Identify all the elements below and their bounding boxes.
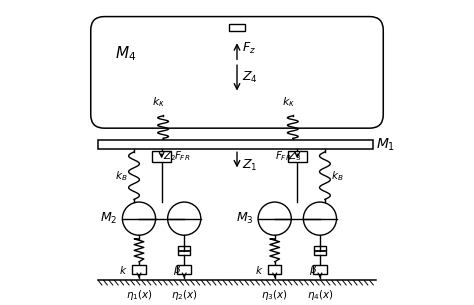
Text: $Z_1$: $Z_1$ bbox=[242, 158, 257, 174]
Text: $\eta_4(x)$: $\eta_4(x)$ bbox=[307, 288, 333, 302]
Text: $k$: $k$ bbox=[119, 264, 128, 276]
Text: $M_2$: $M_2$ bbox=[100, 211, 118, 226]
Text: $F_z$: $F_z$ bbox=[242, 41, 255, 56]
Bar bbox=[268, 265, 282, 274]
Text: $M_3$: $M_3$ bbox=[236, 211, 254, 226]
Text: $Z_2$: $Z_2$ bbox=[163, 150, 176, 163]
Bar bbox=[314, 246, 326, 255]
Bar bbox=[288, 151, 307, 162]
Text: $\beta$: $\beta$ bbox=[309, 263, 317, 277]
FancyBboxPatch shape bbox=[91, 16, 383, 128]
Text: $k_\kappa$: $k_\kappa$ bbox=[282, 95, 295, 109]
Text: $\beta$: $\beta$ bbox=[173, 263, 181, 277]
Text: $M_4$: $M_4$ bbox=[115, 45, 136, 63]
Text: $k_B$: $k_B$ bbox=[116, 169, 128, 183]
Bar bbox=[313, 265, 327, 274]
Bar bbox=[179, 246, 190, 255]
Text: $\eta_3(x)$: $\eta_3(x)$ bbox=[261, 288, 288, 302]
Bar bbox=[229, 24, 245, 31]
Text: $k_B$: $k_B$ bbox=[331, 169, 344, 183]
Text: $k_\kappa$: $k_\kappa$ bbox=[152, 95, 165, 109]
Text: $k$: $k$ bbox=[255, 264, 264, 276]
Bar bbox=[132, 265, 146, 274]
Text: $Z_3$: $Z_3$ bbox=[288, 150, 301, 163]
Bar bbox=[98, 140, 373, 149]
Bar bbox=[177, 265, 191, 274]
Text: $\eta_2(x)$: $\eta_2(x)$ bbox=[171, 288, 198, 302]
Text: $Z_4$: $Z_4$ bbox=[242, 70, 257, 85]
Text: $F_{FR}$: $F_{FR}$ bbox=[174, 150, 191, 163]
Text: $M_1$: $M_1$ bbox=[376, 136, 395, 152]
Text: $\eta_1(x)$: $\eta_1(x)$ bbox=[126, 288, 152, 302]
Text: $F_{FR}$: $F_{FR}$ bbox=[275, 150, 292, 163]
Bar bbox=[152, 151, 172, 162]
